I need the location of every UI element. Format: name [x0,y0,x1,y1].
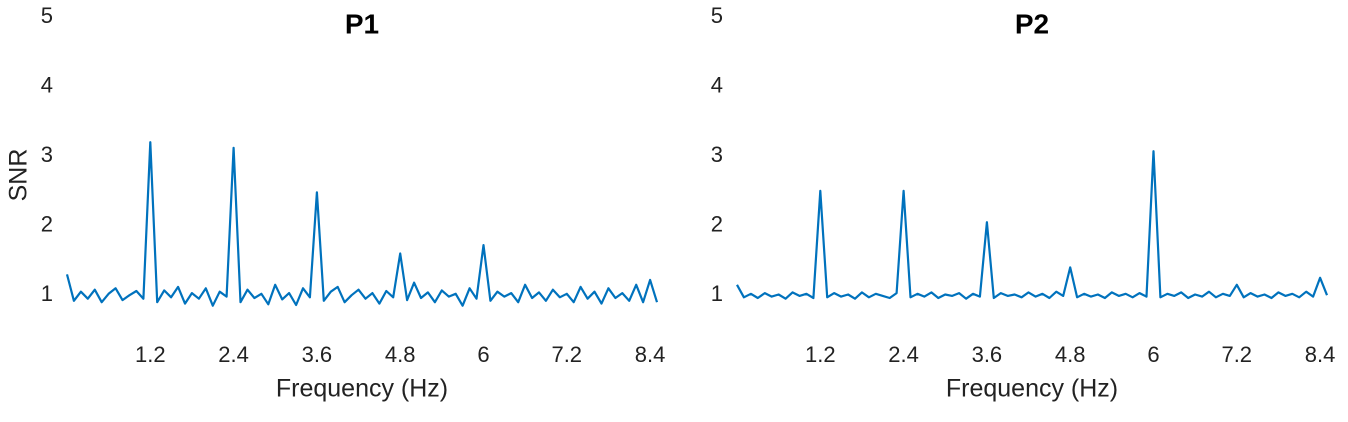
x-tick-label: 4.8 [385,342,416,367]
y-tick-label: 2 [41,211,53,236]
x-tick-label: 8.4 [1305,342,1336,367]
x-tick-label: 6 [477,342,489,367]
y-axis-label: SNR [5,149,33,202]
y-tick-label: 2 [711,211,723,236]
y-tick-label: 3 [41,142,53,167]
x-axis-label: Frequency (Hz) [946,375,1118,403]
x-tick-label: 7.2 [1221,342,1252,367]
x-tick-label: 3.6 [302,342,333,367]
x-tick-label: 2.4 [888,342,919,367]
chart-title: P2 [1015,8,1049,39]
data-line [65,141,659,307]
x-tick-label: 8.4 [635,342,666,367]
x-axis-label: Frequency (Hz) [276,375,448,403]
y-tick-label: 1 [41,281,53,306]
x-tick-label: 7.2 [551,342,582,367]
x-tick-label: 6 [1147,342,1159,367]
x-tick-label: 2.4 [218,342,249,367]
y-tick-label: 3 [711,142,723,167]
y-tick-label: 5 [711,3,723,28]
y-tick-label: 1 [711,281,723,306]
y-tick-label: 4 [41,72,53,97]
x-tick-label: 1.2 [805,342,836,367]
x-tick-label: 1.2 [135,342,166,367]
x-tick-label: 3.6 [972,342,1003,367]
y-tick-label: 5 [41,3,53,28]
data-line [736,150,1329,300]
x-tick-label: 4.8 [1055,342,1086,367]
chart-title: P1 [345,8,379,39]
y-tick-label: 4 [711,72,723,97]
